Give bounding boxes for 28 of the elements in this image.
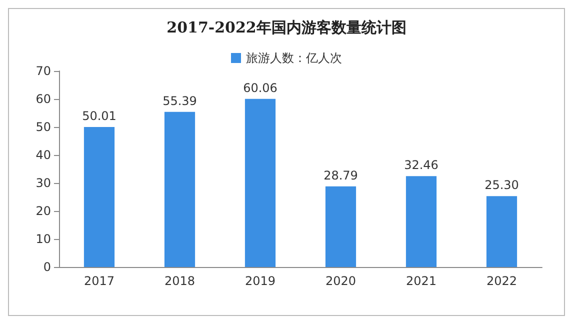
- y-tick-label: 20: [36, 204, 51, 218]
- chart-title: 2017-2022年国内游客数量统计图: [166, 18, 406, 36]
- bar: [406, 176, 437, 267]
- data-label: 60.06: [243, 80, 278, 95]
- data-label: 50.01: [82, 108, 116, 123]
- x-tick-label: 2018: [164, 274, 196, 288]
- x-tick-label: 2017: [84, 274, 115, 288]
- x-tick-label: 2022: [486, 274, 518, 288]
- bar: [84, 126, 115, 267]
- y-tick-label: 60: [36, 92, 51, 106]
- legend-label: 旅游人数：亿人次: [246, 51, 342, 65]
- y-tick-label: 50: [36, 120, 51, 134]
- y-tick-label: 0: [43, 260, 51, 274]
- x-tick-label: 2021: [406, 274, 437, 288]
- data-label: 55.39: [162, 94, 197, 108]
- y-tick-label: 30: [36, 176, 51, 190]
- bar: [486, 196, 518, 267]
- data-label: 28.79: [324, 168, 358, 182]
- x-tick-label: 2019: [244, 274, 276, 288]
- x-tick-label: 2020: [325, 274, 356, 288]
- data-label: 25.30: [484, 178, 519, 192]
- y-tick-label: 70: [36, 64, 51, 78]
- y-tick-label: 10: [36, 232, 51, 246]
- bar: [164, 112, 196, 267]
- data-label: 32.46: [404, 158, 438, 172]
- bar: [244, 98, 276, 267]
- y-tick-label: 40: [36, 148, 51, 162]
- bar: [325, 186, 356, 267]
